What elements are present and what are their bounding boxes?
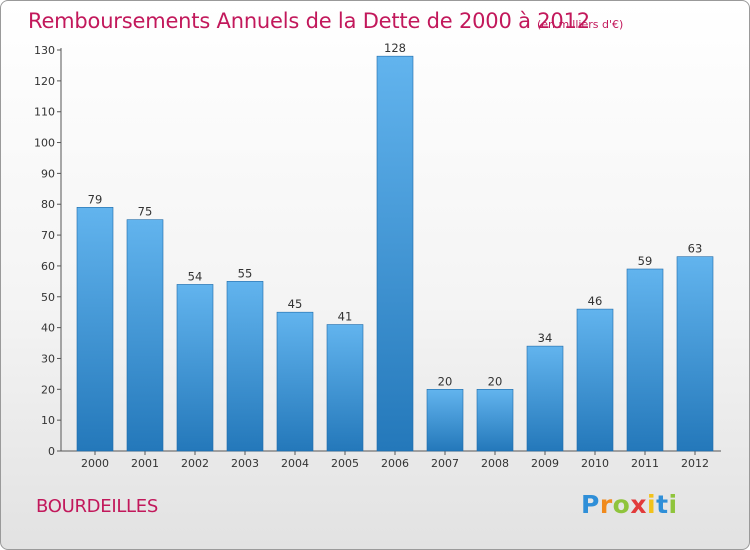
x-tick-label: 2006 [381,457,409,470]
data-label-2007: 20 [438,374,453,388]
y-tick-label: 30 [41,352,55,365]
logo-letter: P [581,490,600,519]
bar-2009 [526,345,564,452]
axes: 0 10 20 30 40 50 60 70 80 90 100 110 120 130 2000 2001 2… [34,44,721,470]
bar-2007 [426,389,464,452]
y-tick-label: 20 [41,383,55,396]
y-tick-label: 100 [34,137,55,150]
chart-unit: (en milliers d'€) [537,18,624,31]
bar-2008 [476,389,514,452]
bar-2012 [676,256,714,452]
y-tick-label: 50 [41,291,55,304]
y-tick-label: 120 [34,75,55,88]
data-label-2011: 59 [638,254,653,268]
logo-letter: i [647,490,657,519]
logo-letter: t [656,490,669,519]
x-tick-label: 2007 [431,457,459,470]
place-name: BOURDEILLES [36,496,158,517]
bar-2003 [226,281,264,452]
bar-2010 [576,308,614,452]
data-label-2006: 128 [384,41,406,55]
y-tick-label: 130 [34,44,55,57]
y-tick-label: 70 [41,229,55,242]
bar-2001 [126,219,164,452]
bar-2000 [76,207,114,452]
proxiti-logo: Proxiti [581,490,678,519]
y-tick-label: 90 [41,167,55,180]
logo-letter: i [668,490,678,519]
x-tick-label: 2004 [281,457,309,470]
x-tick-label: 2001 [131,457,159,470]
bar-2002 [176,284,214,452]
y-tick-label: 60 [41,260,55,273]
chart-title: Remboursements Annuels de la Dette de 20… [28,9,590,33]
bar-2004 [276,311,314,452]
bar-2005 [326,324,364,452]
logo-letter: x [630,490,647,519]
y-tick-label: 110 [34,106,55,119]
bar-2006 [376,55,414,452]
data-label-2003: 55 [238,266,253,280]
y-tick-label: 80 [41,198,55,211]
x-tick-label: 2011 [631,457,659,470]
data-label-2002: 54 [188,269,203,283]
bar-2011 [626,268,664,452]
y-tick-label: 10 [41,414,55,427]
data-label-2009: 34 [538,331,553,345]
x-tick-label: 2000 [81,457,109,470]
x-tick-label: 2010 [581,457,609,470]
data-label-2010: 46 [588,294,603,308]
data-label-2008: 20 [488,374,503,388]
data-label-2005: 41 [338,310,353,324]
data-label-2004: 45 [288,297,303,311]
x-tick-label: 2009 [531,457,559,470]
data-label-2001: 75 [138,205,153,219]
bars: 79 75 54 55 45 41 128 20 20 34 46 59 63 [76,41,714,452]
x-tick-label: 2002 [181,457,209,470]
y-tick-label: 0 [48,445,55,458]
data-label-2000: 79 [88,192,103,206]
x-tick-label: 2003 [231,457,259,470]
x-tick-label: 2008 [481,457,509,470]
x-tick-label: 2005 [331,457,359,470]
logo-letter: r [599,490,613,519]
x-tick-label: 2012 [681,457,709,470]
y-tick-label: 40 [41,322,55,335]
data-label-2012: 63 [688,242,703,256]
logo-letter: o [612,490,631,519]
